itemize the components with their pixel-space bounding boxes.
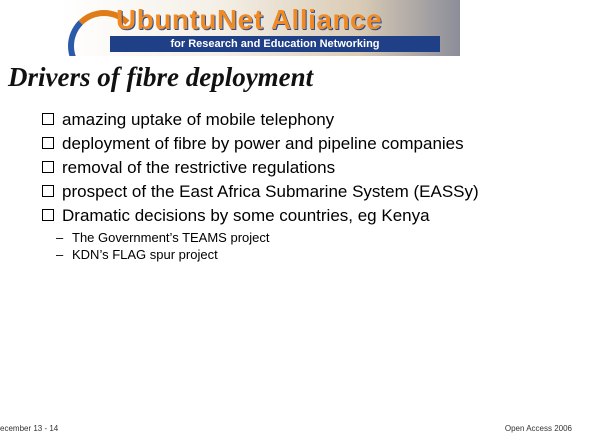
bullet-text: removal of the restrictive regulations — [62, 158, 335, 177]
bullet-text: amazing uptake of mobile telephony — [62, 110, 334, 129]
bullet: Dramatic decisions by some countries, eg… — [40, 206, 550, 263]
footer-event: Open Access 2006 — [505, 424, 572, 433]
banner: UbuntuNet Alliance for Research and Educ… — [60, 0, 460, 56]
sub-bullet: KDN’s FLAG spur project — [54, 246, 550, 263]
bullet: prospect of the East Africa Submarine Sy… — [40, 182, 550, 201]
bullet-text: prospect of the East Africa Submarine Sy… — [62, 182, 479, 201]
sub-bullet-list: The Government’s TEAMS projectKDN’s FLAG… — [62, 229, 550, 263]
bullet-text: Dramatic decisions by some countries, eg… — [62, 206, 430, 225]
bullet-list: amazing uptake of mobile telephony deploy… — [40, 110, 550, 268]
bullet: amazing uptake of mobile telephony — [40, 110, 550, 129]
logo-tagline: for Research and Education Networking — [110, 36, 440, 52]
bullet-text: deployment of fibre by power and pipelin… — [62, 134, 464, 153]
slide: {"header": {"logo_name": "UbuntuNet Alli… — [0, 0, 594, 441]
sub-bullet: The Government’s TEAMS project — [54, 229, 550, 246]
bullet: removal of the restrictive regulations — [40, 158, 550, 177]
logo-name: UbuntuNet Alliance — [116, 4, 382, 36]
bullet: deployment of fibre by power and pipelin… — [40, 134, 550, 153]
footer-date: ecember 13 - 14 — [0, 424, 58, 433]
slide-title: Drivers of fibre deployment — [8, 62, 313, 93]
